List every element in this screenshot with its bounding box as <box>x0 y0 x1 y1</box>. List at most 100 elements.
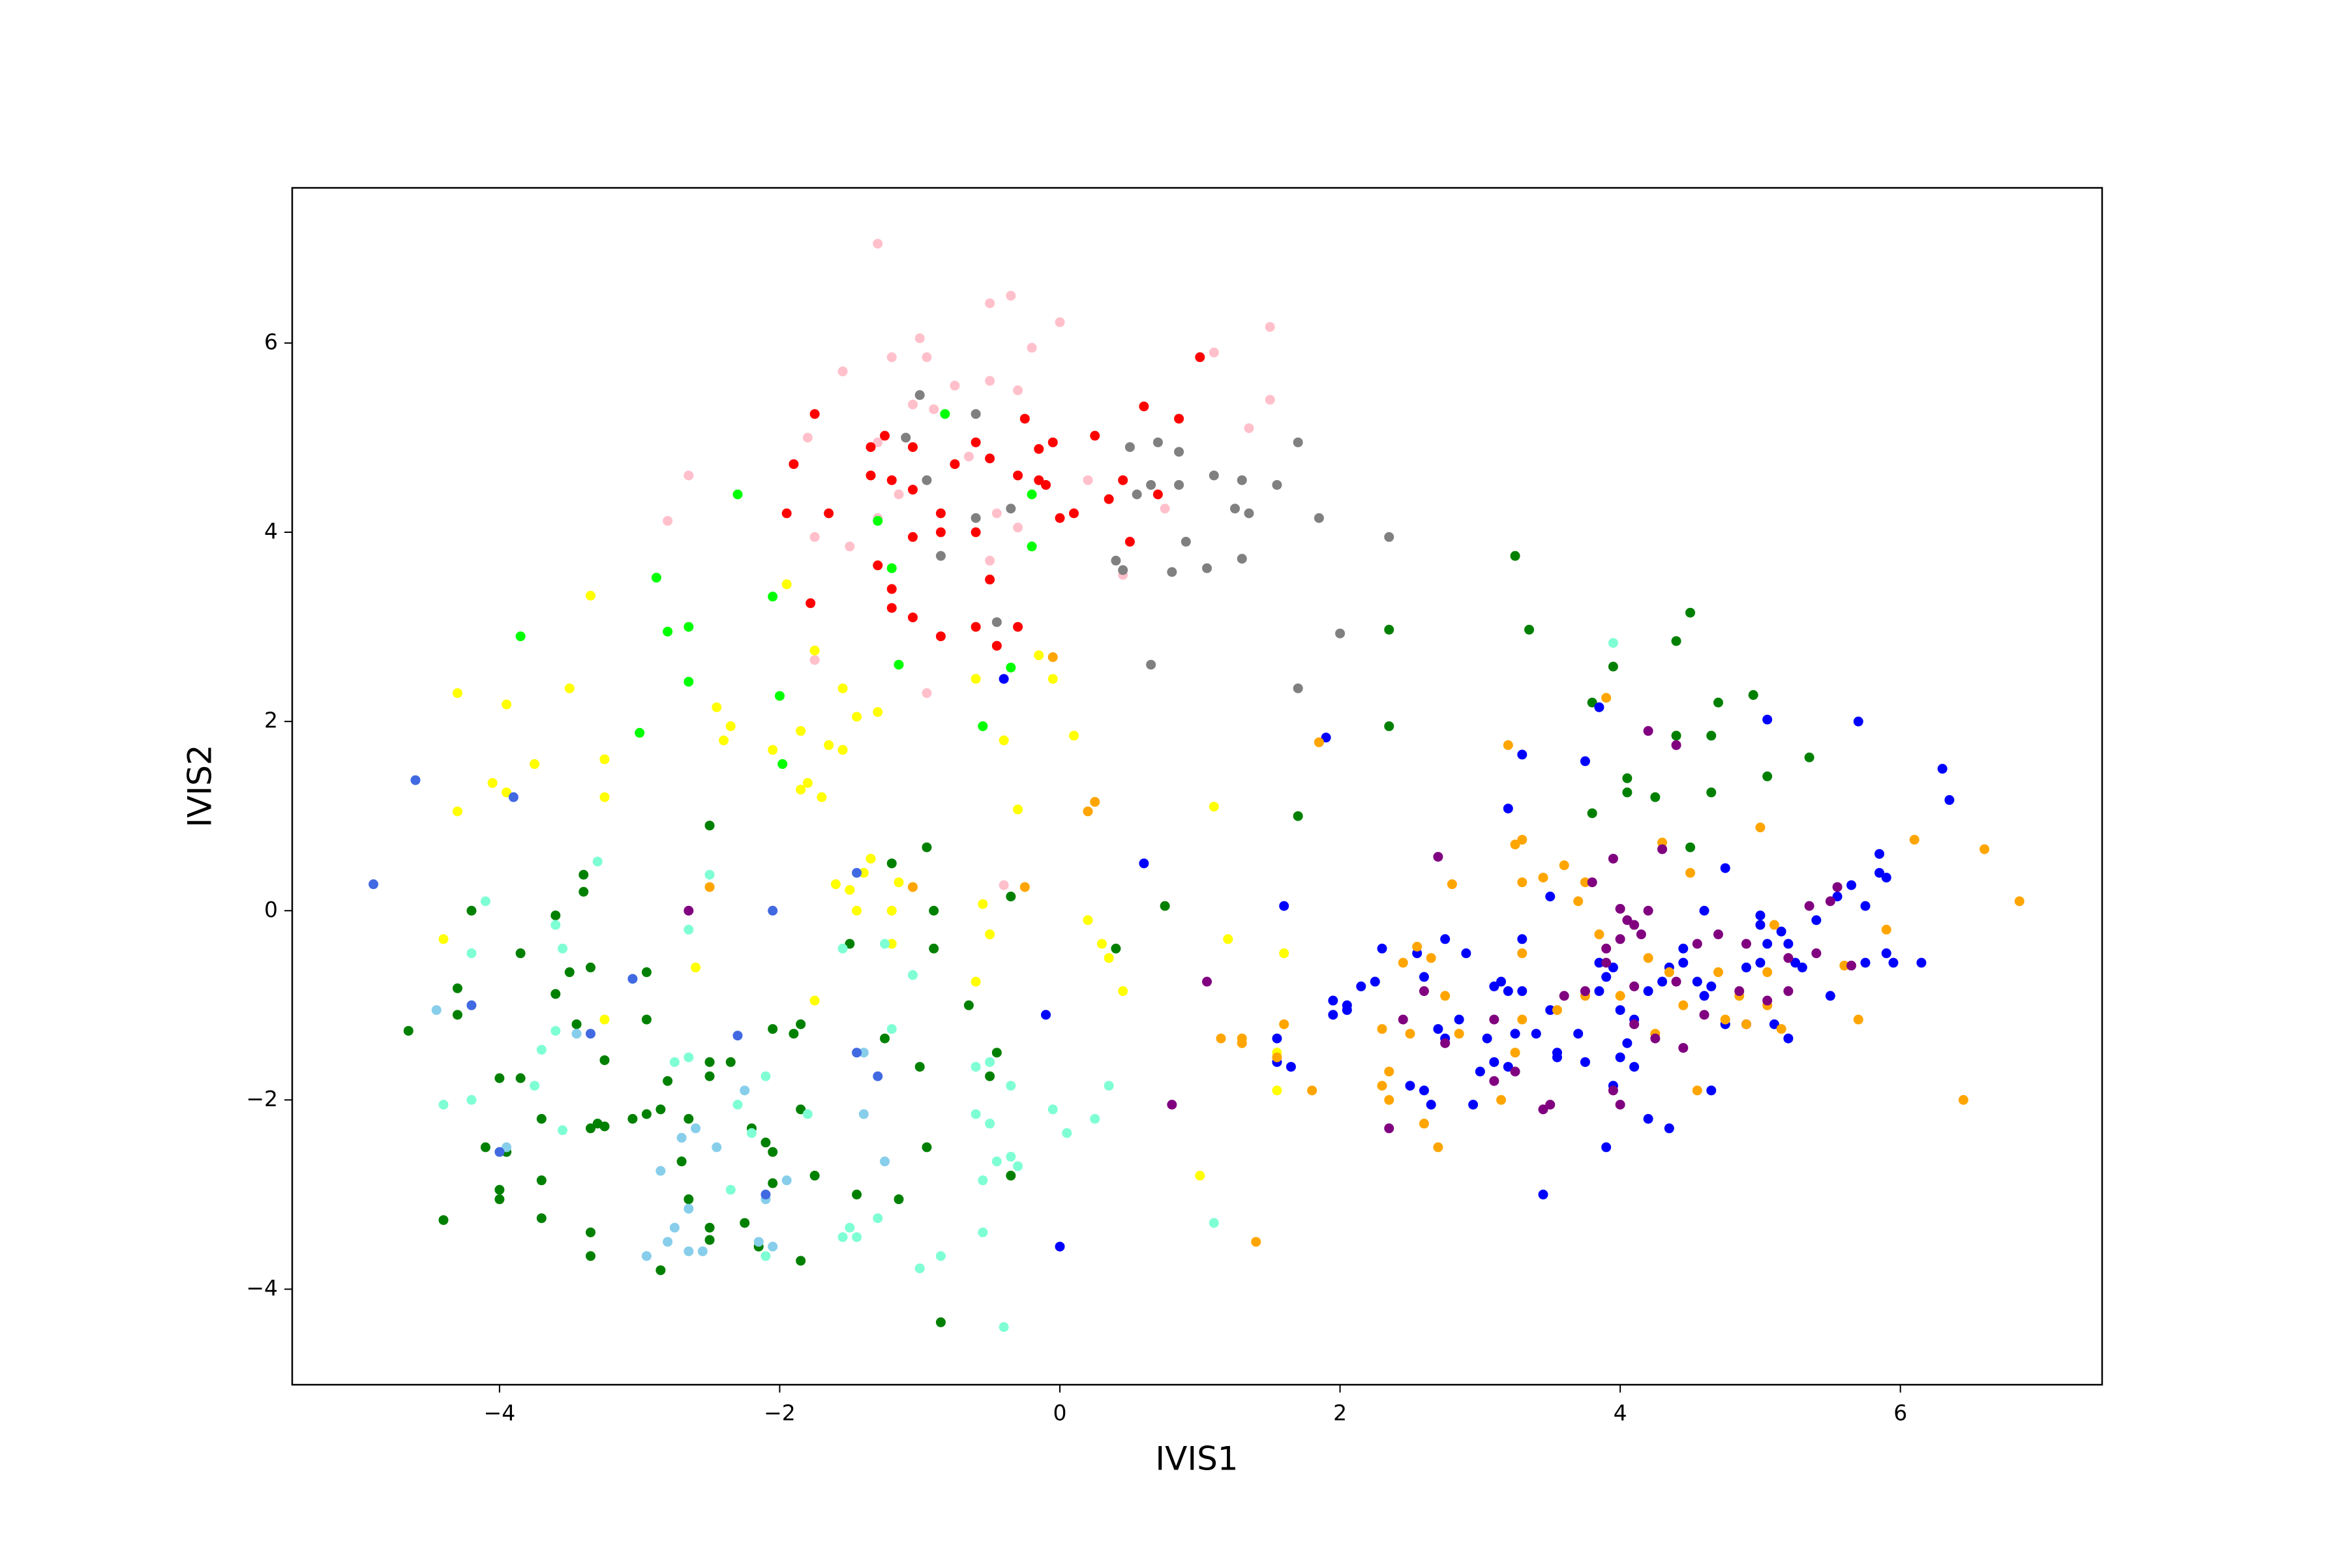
point <box>1734 986 1745 997</box>
point <box>1419 1085 1429 1096</box>
point <box>978 1227 988 1237</box>
point <box>1013 804 1023 815</box>
point <box>971 527 981 537</box>
point <box>1573 1029 1584 1039</box>
point <box>1496 1094 1507 1105</box>
point <box>1482 1033 1492 1044</box>
point <box>768 1147 778 1157</box>
point <box>1124 442 1135 452</box>
point <box>935 550 946 561</box>
point <box>1762 771 1773 781</box>
point <box>1552 1005 1562 1016</box>
point <box>886 352 897 363</box>
point <box>886 563 897 573</box>
point <box>1237 475 1247 485</box>
point <box>1615 1100 1625 1110</box>
point <box>858 1109 869 1119</box>
point <box>1657 844 1668 854</box>
point <box>1027 342 1037 353</box>
point <box>1440 1038 1451 1048</box>
point <box>985 1057 995 1067</box>
point <box>1419 986 1429 997</box>
point <box>1783 1033 1794 1044</box>
point <box>1083 806 1093 817</box>
point <box>1678 1000 1689 1010</box>
point <box>845 1222 855 1233</box>
point <box>985 575 995 585</box>
point <box>922 475 932 485</box>
point <box>1650 1033 1661 1044</box>
point <box>1629 1019 1640 1029</box>
point <box>1671 976 1681 987</box>
point <box>1874 867 1884 878</box>
point <box>480 896 490 907</box>
point <box>1146 479 1156 490</box>
point <box>1958 1094 1968 1105</box>
point <box>1685 867 1696 878</box>
point <box>971 622 981 632</box>
point <box>999 1322 1009 1333</box>
point <box>837 745 848 755</box>
point <box>1433 852 1443 862</box>
point <box>1832 882 1843 892</box>
point <box>684 1246 694 1256</box>
point <box>985 929 995 940</box>
point <box>991 617 1002 627</box>
point <box>1321 732 1331 743</box>
point <box>978 1175 988 1186</box>
point <box>1272 1085 1282 1096</box>
point <box>502 699 512 710</box>
point <box>1209 1218 1219 1228</box>
point <box>1874 849 1884 859</box>
point <box>907 532 918 542</box>
point <box>1167 567 1177 577</box>
point <box>1881 924 1891 935</box>
point <box>1006 1081 1016 1091</box>
point <box>837 366 848 376</box>
point <box>1881 872 1891 882</box>
point <box>1559 991 1569 1001</box>
point <box>1783 986 1794 997</box>
point <box>852 867 862 878</box>
point <box>1412 941 1422 952</box>
point <box>579 886 589 897</box>
point <box>431 1005 442 1016</box>
point <box>1293 811 1303 821</box>
point <box>817 792 827 802</box>
point <box>725 1184 736 1195</box>
point <box>1545 1005 1556 1016</box>
point <box>1594 957 1604 968</box>
point <box>599 1014 610 1025</box>
point <box>1195 1170 1205 1181</box>
point <box>1580 877 1590 888</box>
point <box>1090 430 1100 441</box>
point <box>663 1076 673 1086</box>
point <box>1503 740 1513 750</box>
point <box>599 1121 610 1132</box>
point <box>571 1029 582 1039</box>
point <box>858 867 869 878</box>
point <box>704 1071 715 1081</box>
point <box>1433 1142 1443 1153</box>
point <box>1489 1014 1499 1025</box>
point <box>999 735 1009 746</box>
point <box>1019 414 1030 424</box>
point <box>1853 1014 1863 1025</box>
point <box>704 1222 715 1233</box>
point <box>1517 986 1528 997</box>
point <box>894 659 904 670</box>
point <box>1538 872 1548 882</box>
point <box>907 882 918 892</box>
point <box>655 1104 666 1115</box>
point <box>1047 674 1058 684</box>
x-tick-label: 0 <box>1053 1400 1067 1426</box>
point <box>837 1232 848 1243</box>
point <box>1776 926 1786 937</box>
point <box>971 1062 981 1072</box>
point <box>935 631 946 642</box>
point <box>935 508 946 519</box>
point <box>1223 934 1233 944</box>
point <box>1909 834 1919 845</box>
point <box>858 1048 869 1058</box>
point <box>1601 957 1612 968</box>
